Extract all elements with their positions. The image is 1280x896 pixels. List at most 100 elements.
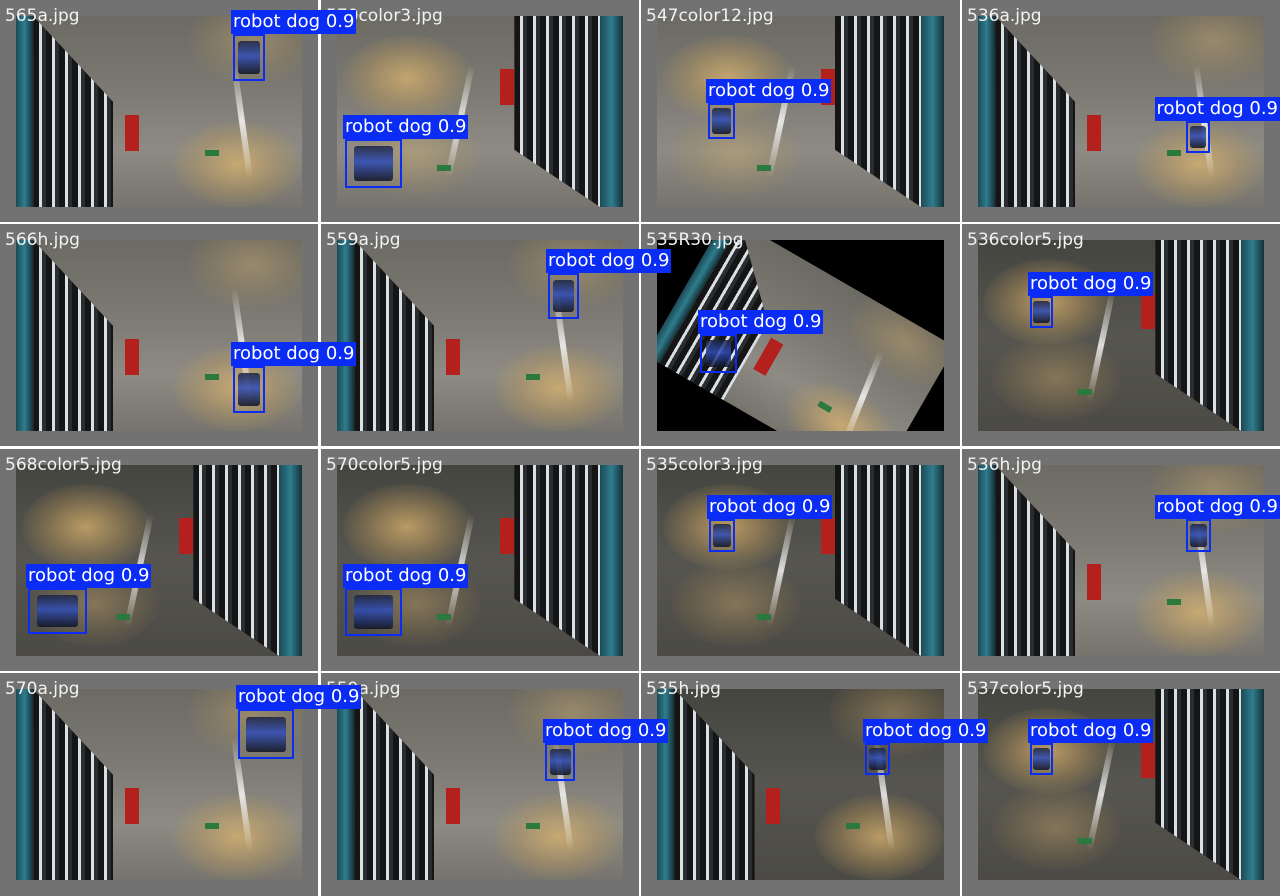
fire-extinguisher-box: [500, 518, 515, 555]
detection: robot dog 0.9: [231, 10, 357, 81]
robot-dog: [549, 748, 571, 776]
exit-floor-sign: [525, 822, 540, 829]
result-tile: 568color5.jpg: [0, 449, 318, 671]
ceiling-light-reflection: [814, 794, 944, 880]
bounding-box: [238, 709, 294, 759]
detection-label: robot dog 0.9: [1154, 97, 1280, 121]
robot-dog: [1033, 300, 1050, 324]
corridor-photo: [978, 240, 1264, 431]
robot-dog: [1189, 125, 1207, 149]
bounding-box: [865, 743, 890, 775]
wall-panel: [1241, 689, 1264, 880]
exit-floor-sign: [1078, 837, 1093, 844]
detection-label: robot dog 0.9: [1028, 719, 1154, 743]
detection: robot dog 0.9: [706, 79, 832, 139]
detection-label: robot dog 0.9: [698, 310, 824, 334]
corridor-photo: [657, 465, 944, 656]
detection: robot dog 0.9: [546, 249, 672, 319]
result-tile: 537color5.jpg: [962, 673, 1280, 896]
fire-extinguisher-box: [445, 339, 460, 376]
detection: robot dog 0.9: [231, 342, 357, 413]
robot-dog: [705, 339, 732, 368]
exit-floor-sign: [204, 149, 219, 156]
result-tile: 547color12.jpg: [641, 0, 960, 222]
robot-dog: [552, 279, 575, 313]
wall-panel: [978, 465, 996, 656]
fire-extinguisher-box: [1086, 564, 1101, 601]
wall-panel: [657, 689, 675, 880]
wall-panel: [921, 465, 944, 656]
detection-label: robot dog 0.9: [26, 564, 152, 588]
corridor-photo: [337, 689, 623, 880]
fire-extinguisher-box: [1141, 742, 1156, 779]
bounding-box: [548, 273, 579, 319]
image-filename: 559a.jpg: [326, 230, 401, 250]
result-tile: 536color5.jpg: [962, 224, 1280, 446]
image-filename: 535R30.jpg: [646, 230, 744, 250]
image-filename: 536h.jpg: [967, 455, 1042, 475]
bounding-box: [1186, 121, 1210, 153]
robot-dog: [237, 373, 261, 406]
wall-panel: [16, 689, 34, 880]
fire-extinguisher-box: [124, 788, 139, 825]
image-filename: 537color5.jpg: [967, 679, 1084, 699]
bounding-box: [1186, 519, 1211, 552]
robot-dog: [237, 41, 261, 74]
detection-label: robot dog 0.9: [1154, 495, 1280, 519]
bounding-box: [28, 588, 87, 634]
exit-floor-sign: [437, 164, 452, 171]
detection: robot dog 0.9: [698, 310, 824, 373]
exit-floor-sign: [204, 373, 219, 380]
result-tile: 566h.jpg: [0, 224, 318, 446]
detection-label: robot dog 0.9: [236, 685, 362, 709]
ceiling-light-reflection: [494, 794, 623, 880]
corridor-photo: [978, 465, 1264, 656]
exit-floor-sign: [757, 613, 772, 620]
fire-extinguisher-box: [500, 69, 515, 106]
wall-panel: [600, 465, 623, 656]
exit-floor-sign: [116, 613, 131, 620]
wall-panel: [1241, 240, 1264, 431]
ceiling-light-reflection: [342, 35, 472, 122]
detection-label: robot dog 0.9: [863, 719, 989, 743]
fire-extinguisher-box: [179, 518, 194, 555]
bounding-box: [233, 366, 265, 413]
ceiling-light-reflection: [342, 484, 472, 571]
image-filename: 570color5.jpg: [326, 455, 443, 475]
detection: robot dog 0.9: [707, 495, 833, 552]
robot-dog: [868, 747, 887, 771]
image-filename: 547color12.jpg: [646, 6, 774, 26]
detection-label: robot dog 0.9: [231, 342, 357, 366]
detection-label: robot dog 0.9: [231, 10, 357, 34]
bounding-box: [545, 743, 575, 781]
ceiling-light-reflection: [1135, 570, 1264, 656]
robot-dog: [246, 716, 286, 752]
exit-floor-sign: [525, 373, 540, 380]
wall-panel: [279, 465, 302, 656]
wall-panel: [16, 240, 34, 431]
result-tile: 535R30.jpg: [641, 224, 960, 446]
detection-label: robot dog 0.9: [343, 564, 469, 588]
result-tile: 559a.jpg: [321, 673, 639, 896]
bounding-box: [1030, 296, 1053, 328]
robot-dog: [353, 146, 394, 181]
wall-panel: [921, 16, 944, 207]
result-tile: 535color3.jpg: [641, 449, 960, 671]
detection-label: robot dog 0.9: [343, 115, 469, 139]
ceiling-light-reflection: [173, 121, 302, 207]
exit-floor-sign: [1166, 149, 1181, 156]
corridor-photo: [657, 689, 944, 880]
bounding-box: [708, 103, 735, 139]
image-filename: 535h.jpg: [646, 679, 721, 699]
exit-floor-sign: [1166, 598, 1181, 605]
robot-dog: [1189, 523, 1208, 548]
bounding-box: [700, 334, 737, 373]
detection: robot dog 0.9: [343, 115, 469, 188]
ceiling-light-reflection: [173, 794, 302, 880]
image-filename: 566h.jpg: [5, 230, 80, 250]
fire-extinguisher-box: [124, 115, 139, 152]
detection: robot dog 0.9: [236, 685, 362, 759]
robot-dog: [36, 594, 79, 628]
ceiling-light-reflection: [494, 345, 623, 431]
